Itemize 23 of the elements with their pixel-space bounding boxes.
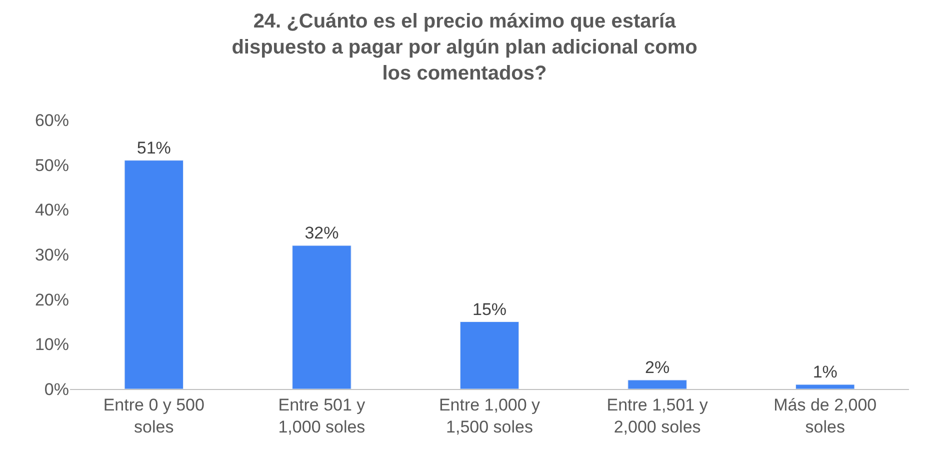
y-tick-label: 60%: [34, 110, 69, 130]
y-tick-label: 30%: [34, 245, 69, 264]
x-tick-label: Más de 2,000 soles: [774, 395, 877, 436]
data-label: 15%: [472, 300, 507, 319]
y-tick-label: 50%: [34, 156, 69, 175]
y-tick-label: 0%: [44, 380, 69, 399]
bar: [292, 245, 352, 389]
bar: [628, 380, 687, 389]
bar: [124, 160, 184, 389]
x-tick-label: Entre 1,000 y 1,500 soles: [438, 395, 541, 436]
bar: [460, 322, 520, 389]
x-tick-label: Entre 1,501 y 2,000 soles: [606, 395, 708, 436]
bar: [795, 384, 855, 389]
data-label: 1%: [812, 362, 838, 382]
data-label: 51%: [136, 138, 171, 158]
chart-title: 24. ¿Cuánto es el precio máximo que estaría dispuesto a pagar por algún plan adicional como los comentados?: [232, 10, 698, 85]
data-label: 2%: [645, 358, 670, 378]
y-tick-label: 40%: [34, 200, 69, 220]
y-tick-label: 10%: [34, 335, 69, 354]
x-tick-label: Entre 0 y 500 soles: [103, 395, 204, 436]
x-tick-label: Entre 501 y 1,000 soles: [278, 395, 366, 436]
y-tick-label: 20%: [34, 290, 69, 310]
data-label: 32%: [304, 224, 339, 243]
